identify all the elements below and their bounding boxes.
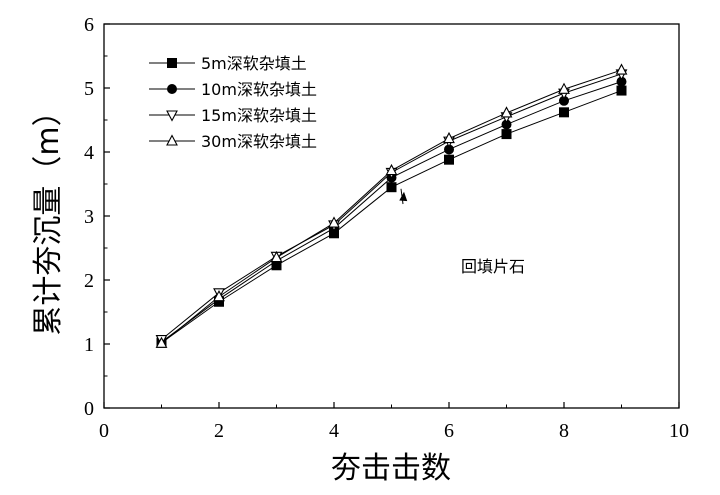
plot-frame bbox=[103, 23, 680, 409]
legend-item: 5m深软杂填土 bbox=[149, 54, 307, 73]
data-point bbox=[155, 336, 168, 348]
data-point bbox=[213, 289, 225, 302]
data-point bbox=[558, 82, 570, 94]
data-point bbox=[559, 107, 569, 118]
y-tick-label: 4 bbox=[84, 142, 94, 164]
legend-item: 30m深软杂填土 bbox=[149, 132, 317, 151]
data-point bbox=[328, 216, 340, 228]
y-tick-label: 0 bbox=[84, 398, 94, 420]
legend-marker bbox=[167, 58, 177, 68]
axis-ticks: 0 2 4 6 8 10 0 1 2 3 4 5 6 bbox=[84, 14, 689, 442]
x-tick-label: 8 bbox=[559, 420, 569, 442]
y-tick-label: 3 bbox=[84, 206, 94, 228]
x-axis-title: 夯击击数 bbox=[331, 451, 451, 486]
data-point bbox=[501, 129, 512, 140]
x-tick-label: 4 bbox=[329, 420, 339, 442]
series-1 bbox=[156, 85, 627, 348]
data-point bbox=[270, 250, 283, 263]
data-point bbox=[385, 163, 398, 176]
annotation-label: 回填片石 bbox=[461, 257, 525, 276]
legend-marker bbox=[167, 84, 177, 94]
legend-label: 5m深软杂填土 bbox=[201, 54, 307, 73]
legend: 5m深软杂填土 10m深软杂填土 15m深软杂填土 30m深软杂填土 bbox=[149, 54, 317, 151]
y-tick-label: 2 bbox=[84, 270, 94, 292]
series-line bbox=[161, 90, 622, 344]
annotation-arrowhead bbox=[399, 191, 408, 202]
x-tick-label: 2 bbox=[214, 420, 224, 442]
x-tick-label: 0 bbox=[99, 420, 109, 442]
legend-label: 15m深软杂填土 bbox=[201, 106, 317, 125]
series-4 bbox=[155, 63, 628, 348]
y-axis-title: 累计夯沉量（m） bbox=[31, 96, 66, 335]
data-point bbox=[443, 131, 455, 144]
y-tick-label: 6 bbox=[84, 14, 94, 36]
y-tick-label: 5 bbox=[84, 78, 94, 100]
y-tick-label: 1 bbox=[84, 334, 94, 356]
annotation: 回填片石 bbox=[399, 188, 525, 276]
legend-item: 15m深软杂填土 bbox=[149, 106, 317, 125]
legend-item: 10m深软杂填土 bbox=[149, 80, 317, 99]
data-point bbox=[615, 63, 628, 75]
legend-marker bbox=[166, 110, 178, 122]
data-point bbox=[616, 85, 627, 96]
series-layer bbox=[155, 63, 628, 348]
legend-label: 10m深软杂填土 bbox=[201, 80, 317, 99]
legend-label: 30m深软杂填土 bbox=[201, 132, 317, 151]
x-tick-label: 10 bbox=[669, 420, 689, 442]
data-point bbox=[500, 106, 513, 118]
data-point bbox=[444, 154, 454, 165]
data-point bbox=[386, 182, 397, 193]
legend-marker bbox=[166, 134, 178, 146]
x-tick-label: 6 bbox=[444, 420, 454, 442]
